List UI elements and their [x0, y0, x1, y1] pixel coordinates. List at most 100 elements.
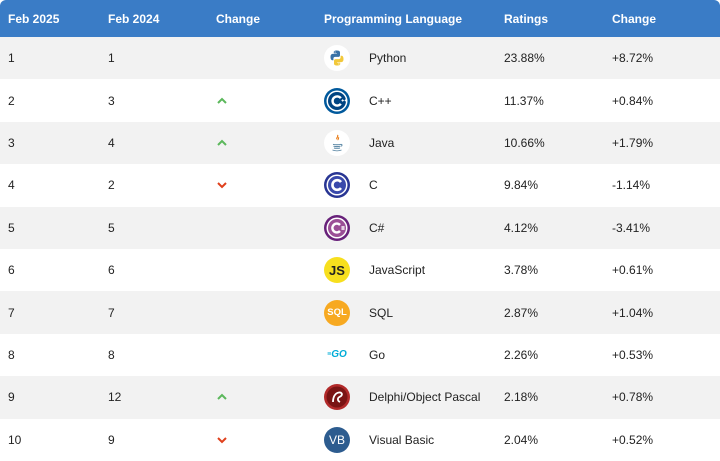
- language-cell: C++: [324, 87, 504, 114]
- language-name[interactable]: Delphi/Object Pascal: [369, 390, 481, 405]
- rating-value: 2.87%: [504, 305, 539, 320]
- trend-up-icon: [212, 97, 232, 105]
- language-name[interactable]: C#: [369, 220, 385, 235]
- table-row: 7 7 SQL SQL 2.87% +1.04%: [0, 291, 720, 334]
- python-logo-icon: [324, 45, 350, 72]
- rank-2025: 1: [8, 51, 15, 66]
- rating-change: +1.79%: [612, 135, 654, 150]
- language-name[interactable]: Go: [369, 347, 386, 362]
- trend-cell: [216, 433, 324, 447]
- table-header: Feb 2025 Feb 2024 Change Programming Lan…: [0, 0, 720, 37]
- rating-value: 9.84%: [504, 178, 539, 193]
- rank-2025: 8: [8, 347, 15, 362]
- rating-value: 10.66%: [504, 135, 545, 150]
- sql-logo-icon: SQL: [324, 299, 350, 326]
- language-cell: Delphi/Object Pascal: [324, 384, 504, 411]
- language-cell: VB Visual Basic: [324, 426, 504, 453]
- rating-value: 3.78%: [504, 263, 539, 278]
- language-name[interactable]: SQL: [369, 305, 394, 320]
- trend-down-icon: [212, 436, 232, 444]
- header-ratings[interactable]: Ratings: [504, 11, 549, 26]
- table-body: 1 1 Python 23.88% +8.72% 2 3: [0, 37, 720, 461]
- table-row: 4 2 C 9.84% -1.14%: [0, 164, 720, 207]
- table-row: 2 3 C++: [0, 79, 720, 122]
- rank-2025: 7: [8, 305, 15, 320]
- language-cell: SQL SQL: [324, 299, 504, 326]
- trend-cell: [216, 136, 324, 150]
- header-feb-2024[interactable]: Feb 2024: [108, 11, 160, 26]
- rank-2024: 1: [108, 51, 115, 66]
- header-programming-language[interactable]: Programming Language: [324, 11, 463, 26]
- rating-change: +1.04%: [612, 305, 654, 320]
- rating-value: 23.88%: [504, 51, 545, 66]
- rating-change: +8.72%: [612, 51, 654, 66]
- trend-cell: [216, 94, 324, 108]
- table-row: 3 4 Java 10.66%: [0, 121, 720, 165]
- language-cell: C: [324, 172, 504, 199]
- go-logo-text: GO: [331, 349, 347, 361]
- cpp-logo-icon: [324, 87, 350, 114]
- table-row: 1 1 Python 23.88% +8.72%: [0, 37, 720, 80]
- language-name[interactable]: C: [369, 178, 378, 193]
- trend-cell: [216, 178, 324, 192]
- trend-up-icon: [212, 393, 232, 401]
- rank-2024: 5: [108, 220, 115, 235]
- rating-value: 2.04%: [504, 432, 539, 447]
- trend-down-icon: [212, 181, 232, 189]
- table-row: 6 6 JS JavaScript 3.78% +0.61%: [0, 248, 720, 292]
- rating-value: 11.37%: [504, 93, 544, 108]
- trend-cell: [216, 390, 324, 404]
- table-row: 8 8 ≡ GO Go 2.26% +0.53%: [0, 333, 720, 377]
- header-feb-2025[interactable]: Feb 2025: [8, 11, 60, 26]
- header-change-rank[interactable]: Change: [216, 11, 261, 26]
- visual-basic-logo-text: VB: [328, 432, 345, 447]
- rank-2025: 5: [8, 220, 15, 235]
- rank-2025: 9: [8, 390, 15, 405]
- rank-2025: 6: [8, 263, 15, 278]
- language-cell: ≡ GO Go: [324, 342, 504, 368]
- language-cell: JS JavaScript: [324, 257, 504, 284]
- rating-change: +0.61%: [612, 263, 654, 278]
- table-row: 10 9 VB Visual Basic 2.04% +0.52%: [0, 418, 720, 461]
- language-name[interactable]: Python: [369, 51, 407, 66]
- rank-2024: 9: [108, 432, 115, 447]
- rating-change: +0.84%: [612, 93, 654, 108]
- header-change-ratings[interactable]: Change: [612, 11, 657, 26]
- rank-2025: 10: [8, 432, 22, 447]
- rank-2024: 7: [108, 305, 115, 320]
- language-cell: Python: [324, 45, 504, 72]
- go-speed-lines: ≡: [327, 351, 331, 359]
- rating-value: 2.26%: [504, 347, 539, 362]
- javascript-logo-icon: JS: [324, 257, 350, 284]
- rating-value: 4.12%: [504, 220, 539, 235]
- c-logo-icon: [324, 172, 350, 199]
- rating-change: +0.53%: [612, 347, 654, 362]
- sql-logo-text: SQL: [327, 307, 347, 319]
- rating-change: +0.78%: [612, 390, 654, 405]
- go-logo-icon: ≡ GO: [324, 342, 350, 368]
- rating-change: +0.52%: [612, 432, 654, 447]
- trend-up-icon: [212, 139, 232, 147]
- csharp-logo-icon: [324, 214, 350, 241]
- rating-change: -1.14%: [612, 178, 651, 193]
- rank-2024: 3: [108, 93, 115, 108]
- rank-2025: 2: [8, 93, 15, 108]
- rank-2024: 2: [108, 178, 115, 193]
- rating-value: 2.18%: [504, 390, 539, 405]
- rank-2024: 6: [108, 263, 115, 278]
- rank-2025: 4: [8, 178, 15, 193]
- rating-change: -3.41%: [612, 220, 651, 235]
- rank-2024: 8: [108, 347, 115, 362]
- java-logo-icon: [324, 129, 350, 156]
- language-name[interactable]: C++: [369, 93, 392, 108]
- javascript-logo-text: JS: [329, 262, 345, 278]
- language-name[interactable]: Java: [369, 135, 395, 150]
- table-row: 5 5 C# 4.12% -3.41%: [0, 206, 720, 249]
- rank-2024: 12: [108, 390, 122, 405]
- rank-2025: 3: [8, 135, 15, 150]
- rank-2024: 4: [108, 135, 115, 150]
- language-cell: C#: [324, 214, 504, 241]
- language-name[interactable]: Visual Basic: [369, 432, 435, 447]
- language-name[interactable]: JavaScript: [369, 263, 426, 278]
